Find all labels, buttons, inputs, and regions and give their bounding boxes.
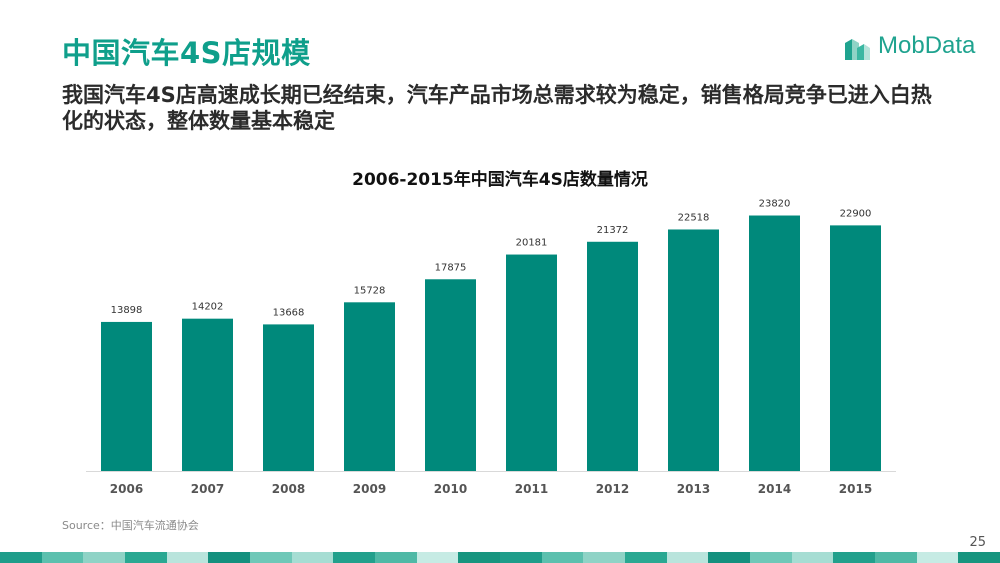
- logo-text: MobData: [878, 32, 976, 59]
- footer-strip-segment: [875, 552, 917, 563]
- page-number: 25: [969, 535, 986, 550]
- footer-strip-segment: [333, 552, 376, 563]
- footer-strip-segment: [375, 552, 417, 563]
- footer-strip-segment: [791, 552, 834, 563]
- x-tick-label: 2006: [110, 482, 143, 496]
- x-tick-label: 2015: [839, 482, 872, 496]
- footer-strip-segment: [708, 552, 751, 563]
- data-label: 23820: [759, 199, 791, 210]
- footer-strip-segment: [458, 552, 501, 563]
- footer-strip-segment: [208, 552, 251, 563]
- brand-logo: MobData: [842, 31, 975, 61]
- bar: [101, 321, 152, 471]
- footer-strip-segment: [166, 552, 209, 563]
- footer-strip-segment: [41, 552, 84, 563]
- building-blocks-icon: [845, 39, 870, 60]
- data-label: 21372: [597, 225, 629, 236]
- bar: [506, 254, 557, 471]
- footer-strip-segment: [833, 552, 876, 563]
- footer-strip-segment: [500, 552, 542, 563]
- x-tick-label: 2014: [758, 482, 791, 496]
- footer-strip-segment: [541, 552, 584, 563]
- bar: [182, 318, 233, 471]
- footer-strip-segment: [958, 552, 1000, 563]
- footer-strip-segment: [416, 552, 459, 563]
- data-label: 13898: [111, 305, 143, 316]
- footer-color-strip: [0, 552, 1000, 563]
- footer-strip-segment: [666, 552, 709, 563]
- x-tick-label: 2007: [191, 482, 224, 496]
- page-title: 中国汽车4S店规模: [62, 36, 311, 70]
- data-label: 14202: [192, 302, 224, 313]
- footer-strip-segment: [916, 552, 959, 563]
- data-label: 22900: [840, 208, 872, 219]
- data-label: 17875: [435, 262, 467, 273]
- x-tick-label: 2012: [596, 482, 629, 496]
- footer-strip-segment: [750, 552, 792, 563]
- x-tick-label: 2011: [515, 482, 548, 496]
- bar: [263, 324, 314, 471]
- data-label: 13668: [273, 307, 305, 318]
- footer-strip-segment: [0, 552, 42, 563]
- x-tick-label: 2010: [434, 482, 467, 496]
- bar: [668, 229, 719, 471]
- x-tick-label: 2013: [677, 482, 710, 496]
- data-label: 22518: [678, 212, 710, 223]
- bar: [344, 302, 395, 471]
- footer-strip-segment: [83, 552, 126, 563]
- bar: [749, 215, 800, 471]
- footer-strip-segment: [625, 552, 667, 563]
- bar: [425, 279, 476, 471]
- data-label: 20181: [516, 238, 548, 249]
- bar: [830, 225, 881, 471]
- footer-strip-segment: [125, 552, 167, 563]
- source-note: Source：中国汽车流通协会: [62, 519, 199, 532]
- chart-title: 2006-2015年中国汽车4S店数量情况: [352, 170, 648, 190]
- x-tick-label: 2009: [353, 482, 386, 496]
- page-subtitle: 我国汽车4S店高速成长期已经结束，汽车产品市场总需求较为稳定，销售格局竞争已进入…: [62, 83, 932, 133]
- footer-strip-segment: [291, 552, 334, 563]
- data-label: 15728: [354, 285, 386, 296]
- footer-strip-segment: [583, 552, 626, 563]
- footer-strip-segment: [250, 552, 292, 563]
- bar: [587, 241, 638, 471]
- x-tick-label: 2008: [272, 482, 305, 496]
